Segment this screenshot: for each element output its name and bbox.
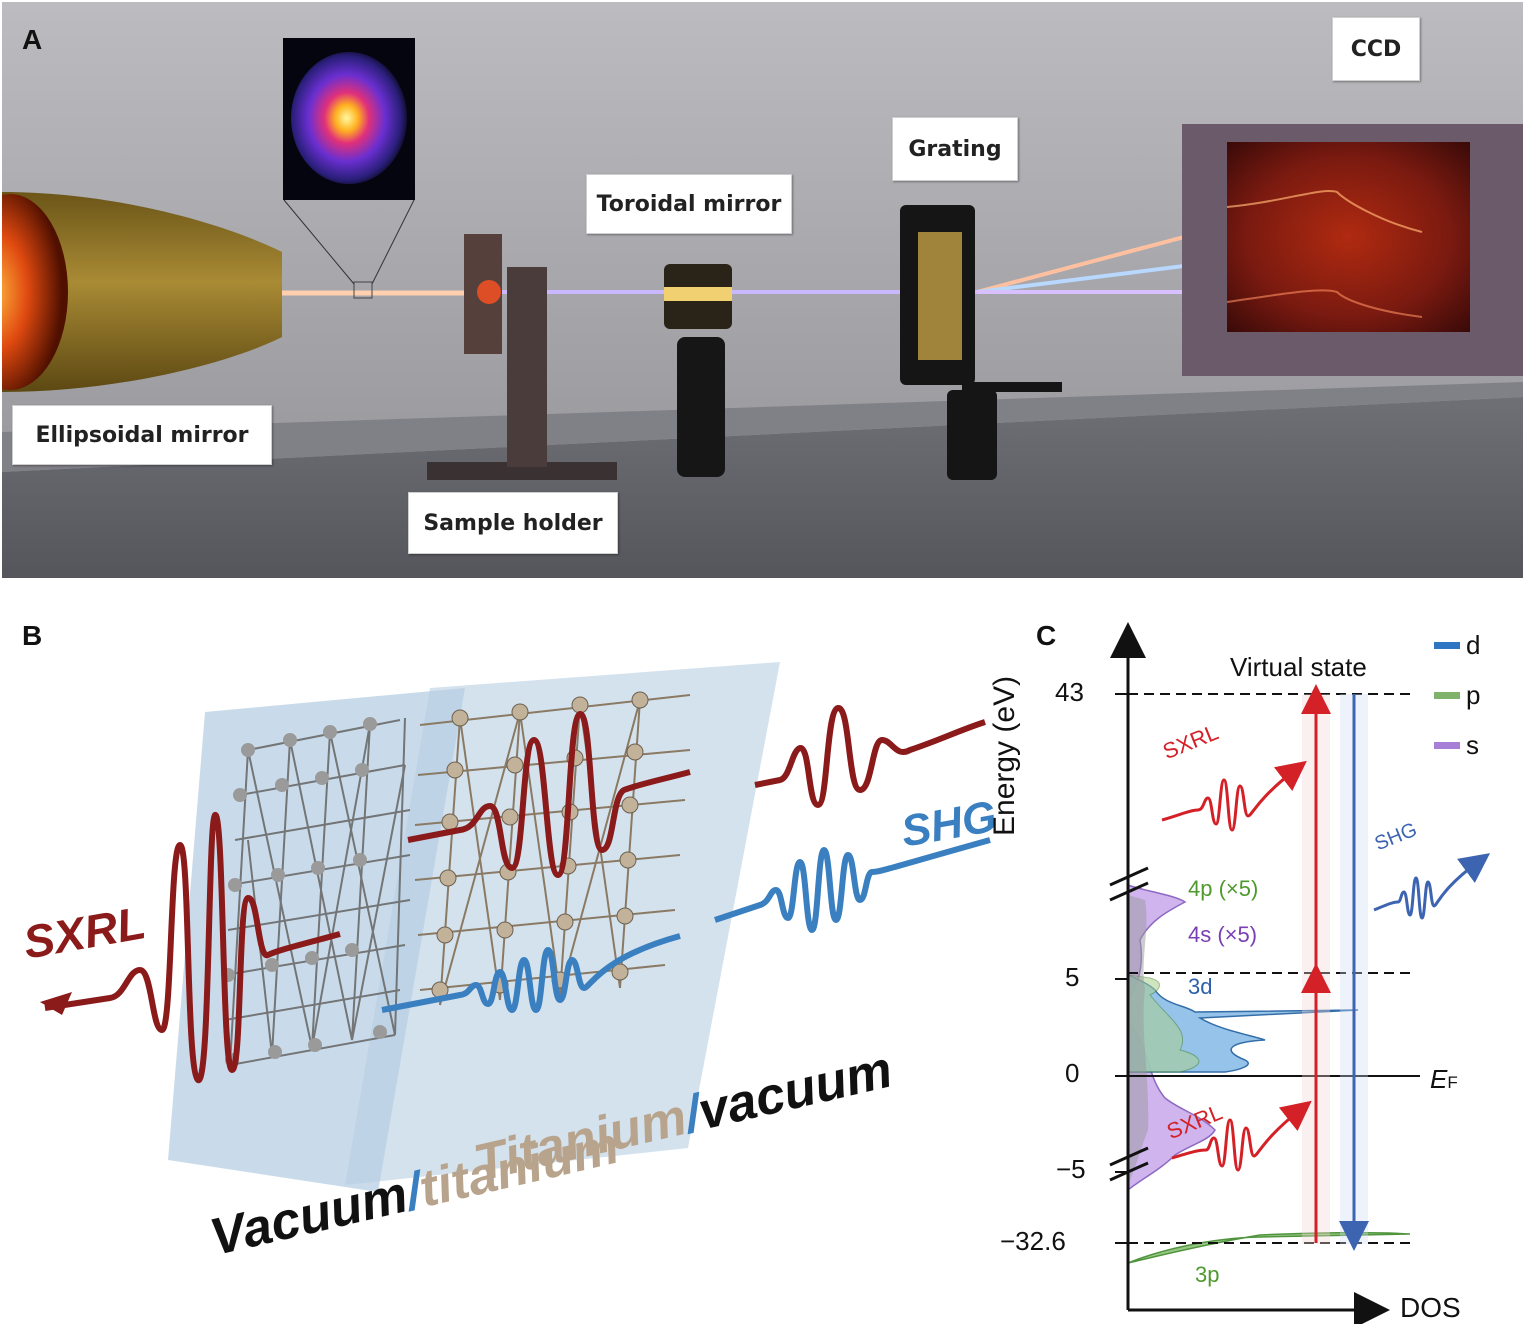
fermi-level-label: EF	[1430, 1064, 1458, 1095]
legend-label-s: s	[1466, 729, 1479, 760]
ellipsoidal-mirror-label: Ellipsoidal mirror	[12, 405, 272, 465]
virtual-state-label: Virtual state	[1230, 652, 1367, 682]
orbital-label-3p: 3p	[1195, 1262, 1220, 1287]
orbital-label-4s: 4s (×5)	[1188, 922, 1258, 947]
fermi-e: E	[1430, 1064, 1448, 1094]
tick-5: 5	[1065, 962, 1080, 992]
legend-item-p: p	[1434, 678, 1514, 712]
x-axis-label: DOS	[1400, 1292, 1461, 1323]
grating-label: Grating	[892, 117, 1018, 181]
legend-item-s: s	[1434, 728, 1514, 762]
legend-swatch-p	[1434, 691, 1460, 699]
sxrl-outgoing-wave	[754, 705, 986, 808]
panel-c-letter: C	[1036, 620, 1057, 651]
tick-minus-32-6: −32.6	[1000, 1226, 1066, 1256]
energy-level-diagram	[1109, 622, 1491, 1324]
legend-item-d: d	[1434, 628, 1514, 662]
dos-3p-fill	[1127, 1193, 1411, 1265]
legend: d p s	[1434, 628, 1514, 762]
sxrl-photon-top	[1161, 760, 1307, 832]
panel-a-letter: A	[22, 24, 43, 55]
tick-0: 0	[1065, 1058, 1080, 1088]
shg-middle-wave	[381, 933, 681, 1013]
dos-p-fill	[1127, 974, 1200, 1073]
interface-diagram	[40, 662, 991, 1192]
legend-swatch-s	[1434, 741, 1460, 749]
legend-label-d: d	[1466, 629, 1481, 660]
tick-43: 43	[1055, 677, 1084, 707]
orbital-label-3d: 3d	[1188, 974, 1213, 999]
legend-swatch-d	[1434, 641, 1460, 649]
shg-photon	[1373, 853, 1491, 920]
titanium-vacuum-lattice	[414, 694, 691, 1006]
experiment-render	[2, 2, 1523, 578]
dos-grey-fill	[1128, 895, 1149, 1185]
sxrl-middle-wave	[407, 710, 691, 878]
dos-s-low-fill	[1127, 1017, 1216, 1192]
sxrl-photon-bottom	[1171, 1100, 1312, 1172]
tick-minus-5: −5	[1056, 1154, 1086, 1184]
panel-b-letter: B	[22, 620, 43, 651]
ccd-label: CCD	[1332, 17, 1420, 81]
toroidal-mirror-label: Toroidal mirror	[586, 174, 792, 234]
sample-holder-label: Sample holder	[408, 492, 618, 554]
y-axis-label: Energy (eV)	[988, 675, 1021, 836]
orbital-label-4p: 4p (×5)	[1188, 876, 1259, 901]
sxrl-incoming-wave	[44, 811, 341, 1084]
fermi-subscript: F	[1447, 1073, 1458, 1092]
legend-label-p: p	[1466, 679, 1481, 710]
shg-outgoing-wave	[714, 837, 991, 933]
panel-a: A CCD Grating Toroidal mirror Ellipsoida…	[2, 2, 1523, 578]
